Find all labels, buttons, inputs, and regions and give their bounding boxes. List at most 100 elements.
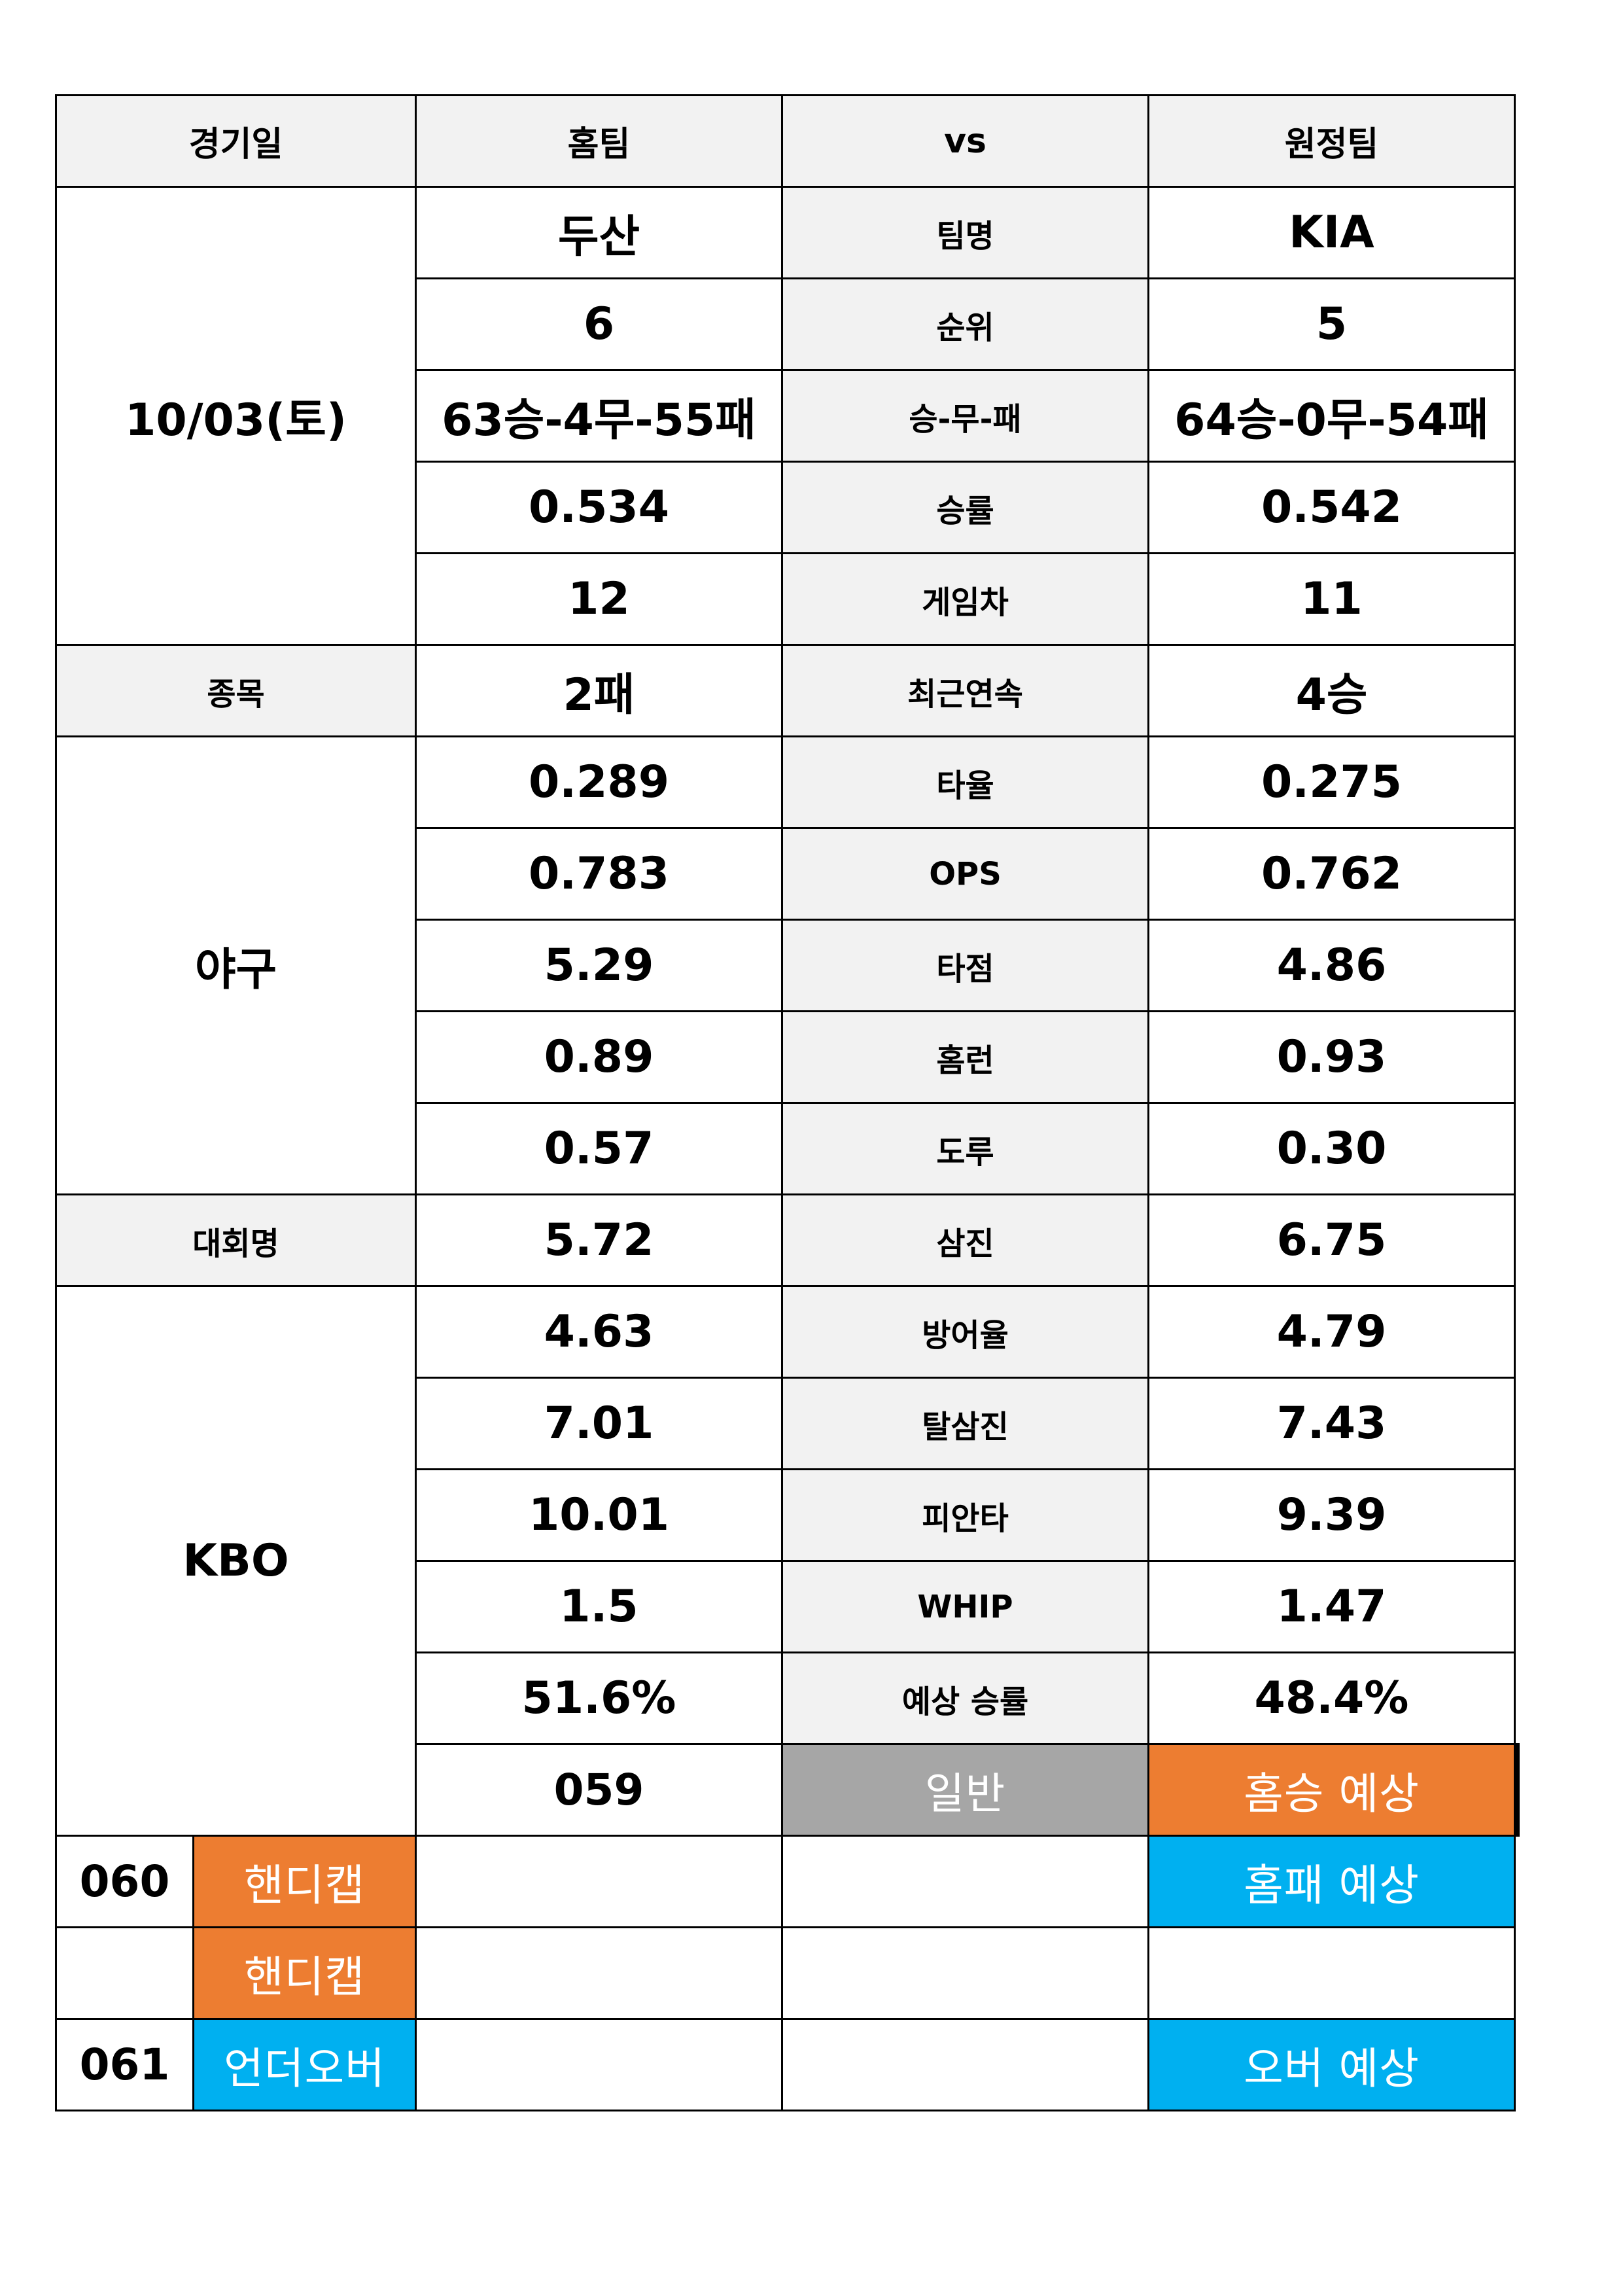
game-number: 059	[415, 1743, 783, 1837]
stat-row-rank: 6 순위 5	[56, 277, 1519, 371]
home-value: 두산	[415, 186, 783, 279]
home-value: 0.534	[415, 461, 783, 554]
stat-row-homerun: 0.89 홈런 0.93	[56, 1010, 1519, 1104]
stat-row-strikeout: 대회명 5.72 삼진 6.75	[55, 1193, 1519, 1287]
home-value: 1.5	[415, 1560, 783, 1653]
header-row: 경기일 홈팀 vs 원정팀	[55, 94, 1519, 188]
empty-cell	[781, 2018, 1149, 2111]
stat-label: 승률	[781, 461, 1149, 554]
away-value: 4.86	[1147, 919, 1516, 1012]
stat-row-avg: 야구 0.289 타율 0.275	[55, 735, 1519, 1195]
away-pick: 홈패 예상	[1147, 1835, 1516, 1928]
home-value: 2패	[415, 644, 783, 737]
stat-row-streak: 종목 2패 최근연속 4승	[55, 644, 1519, 737]
away-value: 0.275	[1147, 735, 1516, 829]
stat-label: 도루	[781, 1102, 1149, 1195]
match-date: 10/03(토)	[55, 186, 417, 646]
away-value: 11	[1147, 552, 1516, 646]
prediction-row-061: 061 언더오버 오버 예상	[55, 2018, 1519, 2111]
stat-label: 순위	[781, 277, 1149, 371]
stat-row-record: 63승-4무-55패 승-무-패 64승-0무-54패	[56, 369, 1519, 463]
stat-row-team: 10/03(토) 두산 팀명 KIA	[55, 186, 1519, 646]
stat-label: 팀명	[781, 186, 1149, 279]
stat-label: 예상 승률	[781, 1651, 1149, 1745]
stat-label: 탈삼진	[781, 1377, 1149, 1470]
prediction-row-059: 059 일반 홈승 예상	[56, 1743, 1520, 1837]
league-value: KBO	[55, 1285, 417, 1837]
away-value: KIA	[1147, 186, 1516, 279]
away-header: 원정팀	[1147, 94, 1516, 188]
home-value: 5.72	[415, 1193, 783, 1287]
away-value: 1.47	[1147, 1560, 1516, 1653]
bet-type-general: 일반	[781, 1743, 1149, 1837]
stat-label: 피안타	[781, 1468, 1149, 1562]
bet-type-handicap: 핸디캡	[192, 1835, 417, 1928]
away-value: 0.542	[1147, 461, 1516, 554]
vs-header: vs	[781, 94, 1149, 188]
stat-label: 홈런	[781, 1010, 1149, 1104]
sport-value: 야구	[55, 735, 417, 1195]
home-value: 0.289	[415, 735, 783, 829]
stat-row-gamesbehind: 12 게임차 11	[56, 552, 1519, 646]
away-value: 7.43	[1147, 1377, 1516, 1470]
stat-row-era: KBO 4.63 방어율 4.79	[55, 1285, 1519, 1837]
stat-label: 게임차	[781, 552, 1149, 646]
home-value: 5.29	[415, 919, 783, 1012]
away-value: 0.30	[1147, 1102, 1516, 1195]
home-value: 4.63	[415, 1285, 783, 1379]
stat-label: 타점	[781, 919, 1149, 1012]
home-pick	[415, 2018, 783, 2111]
home-value: 12	[415, 552, 783, 646]
bet-type-underover: 언더오버	[192, 2018, 417, 2111]
away-value: 6.75	[1147, 1193, 1516, 1287]
away-pick	[1516, 1743, 1520, 1837]
stat-row-rbi: 5.29 타점 4.86	[56, 919, 1519, 1012]
home-value: 6	[415, 277, 783, 371]
home-value: 0.783	[415, 827, 783, 921]
stat-label: WHIP	[781, 1560, 1149, 1653]
stat-label: 승-무-패	[781, 369, 1149, 463]
away-value: 4.79	[1147, 1285, 1516, 1379]
stat-label: OPS	[781, 827, 1149, 921]
away-value: 0.93	[1147, 1010, 1516, 1104]
away-pick: 오버 예상	[1147, 2018, 1516, 2111]
match-analysis-table: 경기일 홈팀 vs 원정팀 10/03(토) 두산 팀명 KIA 6 순위 5 …	[55, 94, 1520, 2111]
game-number: 060	[55, 1835, 194, 1928]
home-value: 0.89	[415, 1010, 783, 1104]
sport-label: 종목	[55, 644, 417, 737]
league-label: 대회명	[55, 1193, 417, 1287]
home-pick	[415, 1926, 783, 2020]
stat-row-whip: 1.5 WHIP 1.47	[56, 1560, 1519, 1653]
stat-row-winrate: 0.534 승률 0.542	[56, 461, 1519, 554]
bet-type-handicap: 핸디캡	[192, 1926, 417, 2020]
stat-row-hits-allowed: 10.01 피안타 9.39	[56, 1468, 1519, 1562]
home-pick	[415, 1835, 783, 1928]
stat-label: 방어율	[781, 1285, 1149, 1379]
away-value: 4승	[1147, 644, 1516, 737]
home-value: 10.01	[415, 1468, 783, 1562]
away-value: 64승-0무-54패	[1147, 369, 1516, 463]
stat-label: 타율	[781, 735, 1149, 829]
home-header: 홈팀	[415, 94, 783, 188]
stat-row-ops: 0.783 OPS 0.762	[56, 827, 1519, 921]
stat-label: 최근연속	[781, 644, 1149, 737]
stat-label: 삼진	[781, 1193, 1149, 1287]
stat-row-expected-winrate: 51.6% 예상 승률 48.4%	[56, 1651, 1519, 1745]
away-value: 5	[1147, 277, 1516, 371]
home-pick: 홈승 예상	[1147, 1743, 1516, 1837]
home-value: 63승-4무-55패	[415, 369, 783, 463]
game-number: 061	[55, 2018, 194, 2111]
prediction-row-handicap-2: 핸디캡	[55, 1926, 1519, 2020]
away-value: 48.4%	[1147, 1651, 1516, 1745]
away-value: 0.762	[1147, 827, 1516, 921]
home-value: 51.6%	[415, 1651, 783, 1745]
home-value: 0.57	[415, 1102, 783, 1195]
away-value: 9.39	[1147, 1468, 1516, 1562]
empty-cell	[781, 1926, 1149, 2020]
empty-cell	[1514, 1743, 1518, 1837]
away-pick	[1147, 1926, 1516, 2020]
stat-row-steal: 0.57 도루 0.30	[56, 1102, 1519, 1195]
prediction-row-060: 060 핸디캡 홈패 예상	[55, 1835, 1519, 1928]
game-number	[55, 1926, 194, 2020]
stat-row-pitcher-strikeout: 7.01 탈삼진 7.43	[56, 1377, 1519, 1470]
